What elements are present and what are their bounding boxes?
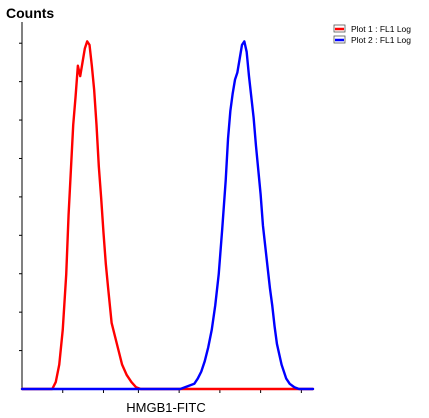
legend-label: Plot 2 : FL1 Log	[351, 35, 411, 45]
series-line-2	[20, 40, 315, 391]
series-group	[20, 40, 315, 391]
legend-label: Plot 1 : FL1 Log	[351, 24, 411, 34]
x-axis-label: HMGB1-FITC	[126, 400, 205, 415]
y-axis-label: Counts	[6, 5, 54, 21]
series-line-1	[20, 40, 315, 391]
